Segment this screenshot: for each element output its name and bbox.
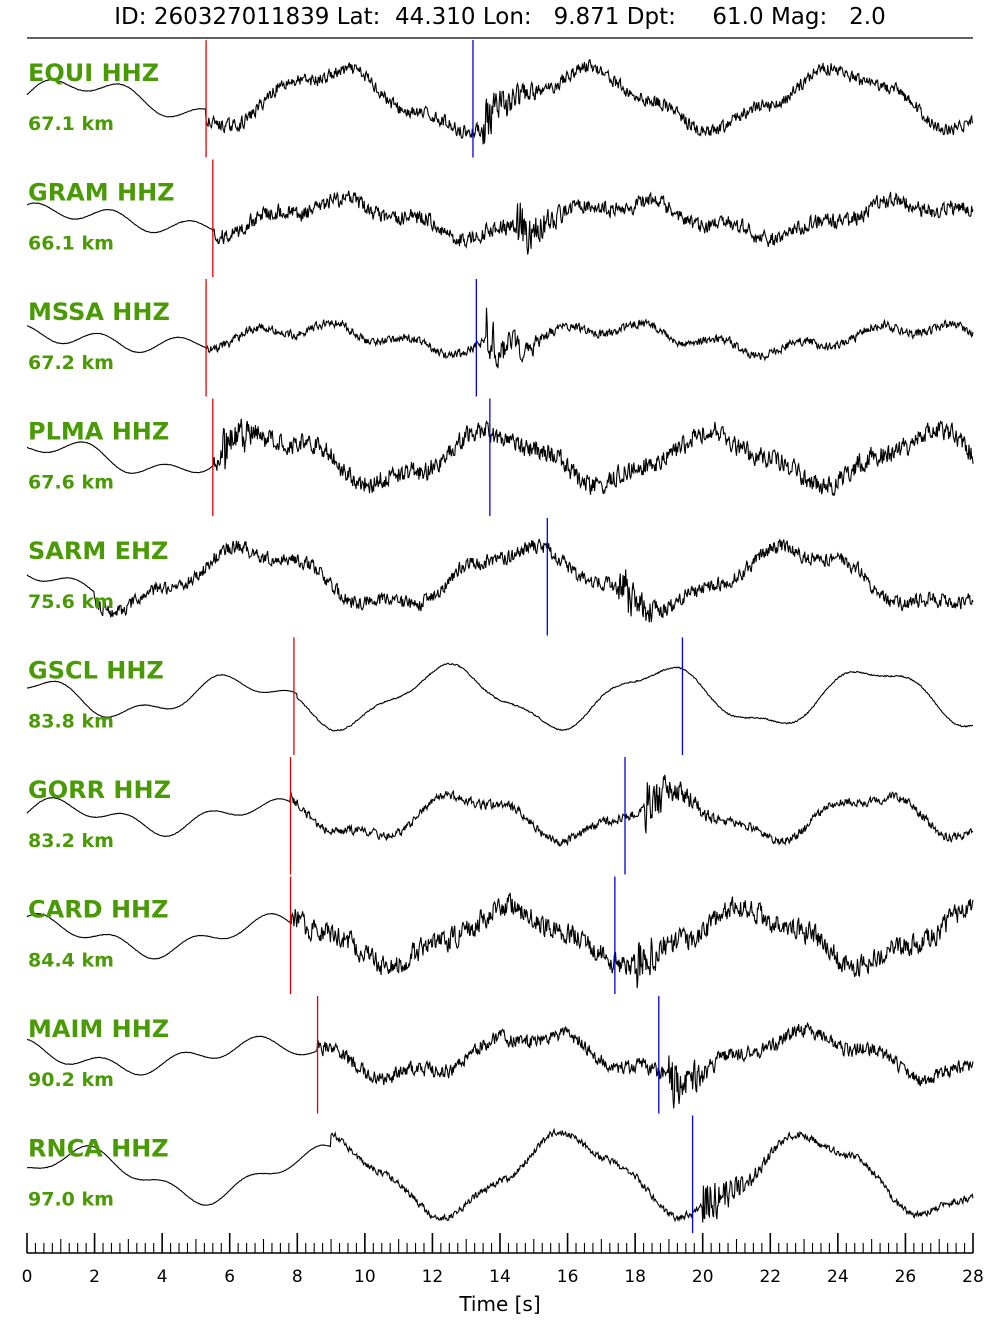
waveform-trace <box>26 1021 974 1109</box>
x-axis-title: Time [s] <box>458 1292 540 1316</box>
x-tick-label: 10 <box>354 1267 376 1287</box>
time-axis-ticks: 0 2 4 6 8 10 12 14 16 18 20 22 24 26 28 <box>22 1233 984 1287</box>
x-tick-label: 2 <box>89 1267 100 1287</box>
trace-panel: EQUI HHZ 67.1 km <box>26 40 974 158</box>
lon-value: 9.871 <box>553 4 620 30</box>
trace-panel: CARD HHZ 84.4 km <box>26 876 974 994</box>
station-label: RNCA HHZ <box>28 1135 169 1163</box>
x-tick-label: 20 <box>692 1267 714 1287</box>
x-tick-label: 28 <box>962 1267 984 1287</box>
waveform-trace <box>26 662 974 732</box>
trace-panel: PLMA HHZ 67.6 km <box>26 398 974 516</box>
x-tick-label: 16 <box>557 1267 579 1287</box>
x-tick-label: 24 <box>827 1267 849 1287</box>
dpt-value: 61.0 <box>712 4 764 30</box>
trace-panel: GRAM HHZ 66.1 km <box>26 159 974 277</box>
dpt-label: Dpt: <box>626 4 676 30</box>
waveform-trace <box>26 892 974 989</box>
x-tick-label: 4 <box>157 1267 168 1287</box>
station-label: GSCL HHZ <box>28 657 164 685</box>
x-tick-label: 22 <box>759 1267 781 1287</box>
waveform-trace <box>26 307 974 369</box>
x-tick-label: 14 <box>489 1267 511 1287</box>
distance-label: 67.6 km <box>28 472 114 494</box>
trace-panel: MAIM HHZ 90.2 km <box>26 996 974 1114</box>
mag-label: Mag: <box>770 4 828 30</box>
trace-panel: MSSA HHZ 67.2 km <box>26 279 974 397</box>
distance-label: 84.4 km <box>28 950 114 972</box>
trace-panel: SARM EHZ 75.6 km <box>26 518 974 636</box>
lat-label: Lat: <box>336 4 381 30</box>
trace-panel: RNCA HHZ 97.0 km <box>26 1115 974 1233</box>
event-header: ID: 260327011839 Lat: 44.310 Lon: 9.871 … <box>0 4 1000 30</box>
distance-label: 97.0 km <box>28 1189 114 1211</box>
waveform-trace <box>26 774 974 848</box>
station-label: PLMA HHZ <box>28 418 169 446</box>
trace-panel: GORR HHZ 83.2 km <box>26 757 974 875</box>
station-label: GORR HHZ <box>28 776 171 804</box>
distance-label: 83.8 km <box>28 711 114 733</box>
station-label: SARM EHZ <box>28 537 168 565</box>
waveform-trace <box>26 1127 974 1223</box>
time-axis: 0 2 4 6 8 10 12 14 16 18 20 22 24 26 28 Time [s] <box>22 1233 984 1316</box>
x-tick-label: 26 <box>895 1267 917 1287</box>
distance-label: 90.2 km <box>28 1069 114 1091</box>
distance-label: 67.2 km <box>28 352 114 374</box>
station-label: CARD HHZ <box>28 896 169 924</box>
x-tick-label: 8 <box>292 1267 303 1287</box>
distance-label: 66.1 km <box>28 233 114 255</box>
distance-label: 67.1 km <box>28 113 114 135</box>
distance-label: 75.6 km <box>28 591 114 613</box>
lat-value: 44.310 <box>395 4 476 30</box>
lon-label: Lon: <box>482 4 532 30</box>
traces-group: EQUI HHZ 67.1 km GRAM HHZ 66.1 km MSSA HHZ 67… <box>26 40 974 1233</box>
waveform-trace <box>26 537 974 623</box>
x-tick-label: 6 <box>224 1267 235 1287</box>
mag-value: 2.0 <box>849 4 886 30</box>
x-tick-label: 12 <box>422 1267 444 1287</box>
id-value: 260327011839 <box>153 4 330 30</box>
x-tick-label: 18 <box>624 1267 646 1287</box>
x-tick-label: 0 <box>22 1267 33 1287</box>
waveform-trace <box>26 58 974 145</box>
waveform-trace <box>26 190 974 255</box>
trace-panel: GSCL HHZ 83.8 km <box>26 637 974 755</box>
station-label: GRAM HHZ <box>28 179 175 207</box>
waveform-trace <box>26 418 974 497</box>
station-label: MSSA HHZ <box>28 298 170 326</box>
id-label: ID: <box>114 4 147 30</box>
station-label: EQUI HHZ <box>28 59 159 87</box>
distance-label: 83.2 km <box>28 830 114 852</box>
station-label: MAIM HHZ <box>28 1015 169 1043</box>
